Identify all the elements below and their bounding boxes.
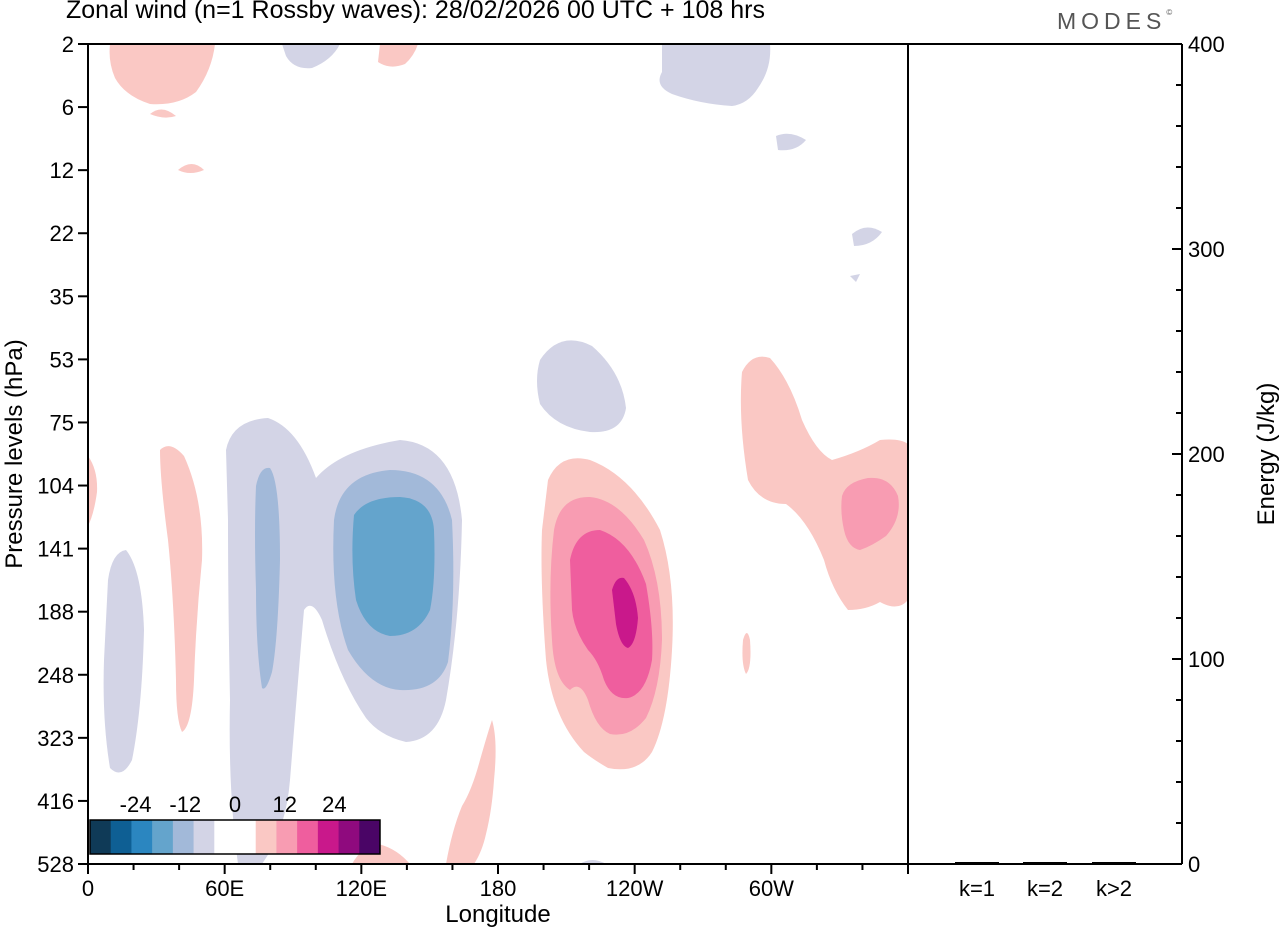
colorbar-tick-label: 0 [229,792,241,817]
y-tick-label: 22 [50,221,74,246]
contour-pos-left-edge [88,456,98,526]
y-axis-title: Pressure levels (hPa) [1,339,28,568]
energy-bar [955,862,999,864]
contour-neg-top-right [659,44,771,106]
energy-categories: k=1 k=2 k>2 [959,876,1132,901]
chart-title: Zonal wind (n=1 Rossby waves): 28/02/202… [66,0,765,24]
energy-category-label: k=1 [959,876,995,901]
contour-pos-core [612,577,638,648]
logo-mark: © [1166,8,1173,17]
colorbar: -24 -12 0 12 24 [89,792,381,855]
colorbar-swatch [255,820,277,854]
contour-field [88,44,908,864]
energy-tick-label: 300 [1188,237,1225,262]
colorbar-swatches [90,820,381,854]
colorbar-frame [89,819,381,855]
y-tick-label: 75 [50,410,74,435]
contour-neg-level2 [255,467,280,689]
modes-logo: MODES© [1057,8,1172,35]
colorbar-swatch [193,820,215,854]
energy-bars [955,862,1136,864]
energy-tick-label: 100 [1188,647,1225,672]
x-tick-label: 120E [336,876,387,901]
colorbar-tick-label: 12 [272,792,296,817]
y-tick-label: 53 [50,347,74,372]
x-axis: 0 60E 120E 180 120W 60W [82,864,909,901]
energy-tick-label: 0 [1188,852,1200,877]
colorbar-swatch [110,820,132,854]
energy-category-label: k=2 [1027,876,1063,901]
x-axis-title: Longitude [445,901,550,928]
colorbar-swatch [214,820,236,854]
y-tick-label: 141 [37,537,74,562]
y-tick-label: 12 [50,158,74,183]
contour-neg-10e [103,550,144,773]
colorbar-swatch [90,820,112,854]
x-tick-label: 120W [606,876,664,901]
colorbar-swatch [276,820,298,854]
colorbar-swatch [131,820,153,854]
energy-bar [1092,862,1136,864]
energy-y-axis: 0 100 200 300 400 [1172,32,1225,877]
colorbar-swatch [317,820,340,854]
colorbar-labels: -24 -12 0 12 24 [120,792,347,817]
contour-pos-level3 [570,530,653,699]
contour-pos-35e [160,446,203,732]
colorbar-swatch [152,820,174,854]
x-tick-label: 180 [480,876,517,901]
contour-pos-top-mid [378,44,418,67]
colorbar-swatch [172,820,195,854]
y-tick-label: 6 [62,95,74,120]
contour-neg-speck-2 [852,227,882,246]
x-tick-label: 60E [205,876,244,901]
energy-axis-title: Energy (J/kg) [1253,383,1280,526]
contour-pos-speck-1 [150,109,176,118]
y-tick-label: 248 [37,663,74,688]
contour-neg-core [352,497,435,636]
contour-neg-53hpa [537,340,626,433]
contour-neg-speck-3 [850,274,860,282]
y-tick-label: 35 [50,284,74,309]
energy-tick-label: 200 [1188,442,1225,467]
y-tick-label: 188 [37,600,74,625]
y-axis-left: 2 6 12 22 35 53 75 104 141 188 248 323 416 528 [37,32,88,877]
colorbar-tick-label: -24 [120,792,152,817]
contour-neg-speck-1 [776,133,806,151]
logo-text: MODES [1057,8,1167,34]
y-tick-label: 528 [37,852,74,877]
colorbar-swatch [297,820,319,854]
contour-pos-speck-2 [178,164,204,173]
y-tick-label: 2 [62,32,74,57]
energy-category-label: k>2 [1096,876,1132,901]
contour-neg-top-mid [282,44,340,69]
x-tick-label: 60W [749,876,794,901]
energy-bar [1023,862,1067,864]
colorbar-tick-label: 24 [322,792,346,817]
colorbar-swatch [338,820,360,854]
colorbar-tick-label: -12 [169,792,201,817]
y-tick-label: 416 [37,789,74,814]
contour-pos-right-core [841,477,899,550]
y-tick-label: 323 [37,726,74,751]
contour-pos-top-left [109,44,215,105]
x-tick-label: 0 [82,876,94,901]
energy-tick-label: 400 [1188,32,1225,57]
y-tick-label: 104 [37,474,74,499]
contour-pos-speck-3 [742,633,751,674]
contour-pos-plume [446,720,496,864]
colorbar-swatch [359,820,381,854]
colorbar-swatch [235,820,257,854]
